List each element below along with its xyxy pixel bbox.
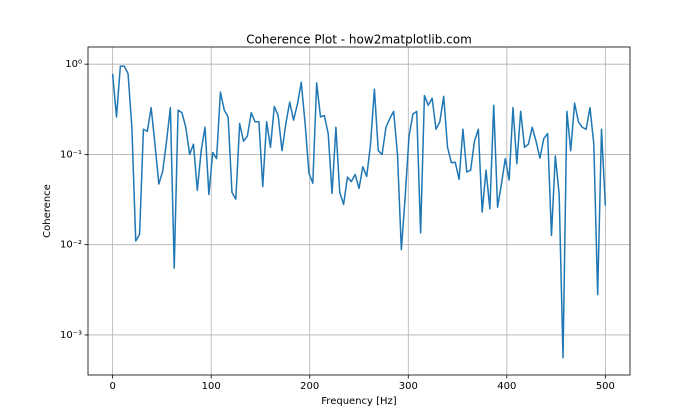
x-axis-label: Frequency [Hz] [321,396,397,407]
x-tick-label: 500 [596,381,615,392]
x-tick-label: 200 [300,381,319,392]
y-tick-label: 10⁻³ [60,330,82,341]
y-tick-label: 10⁻¹ [60,149,82,160]
x-tick-label: 100 [202,381,221,392]
chart-title: Coherence Plot - how2matplotlib.com [246,33,472,47]
y-axis-label: Coherence [42,184,53,238]
plot-frame [87,46,631,376]
data-line [111,65,607,359]
y-tick-label: 10⁻² [60,240,82,251]
y-tick-label: 10⁰ [65,59,82,70]
x-tick-label: 0 [109,381,115,392]
x-tick-label: 300 [399,381,418,392]
x-tick-label: 400 [497,381,516,392]
